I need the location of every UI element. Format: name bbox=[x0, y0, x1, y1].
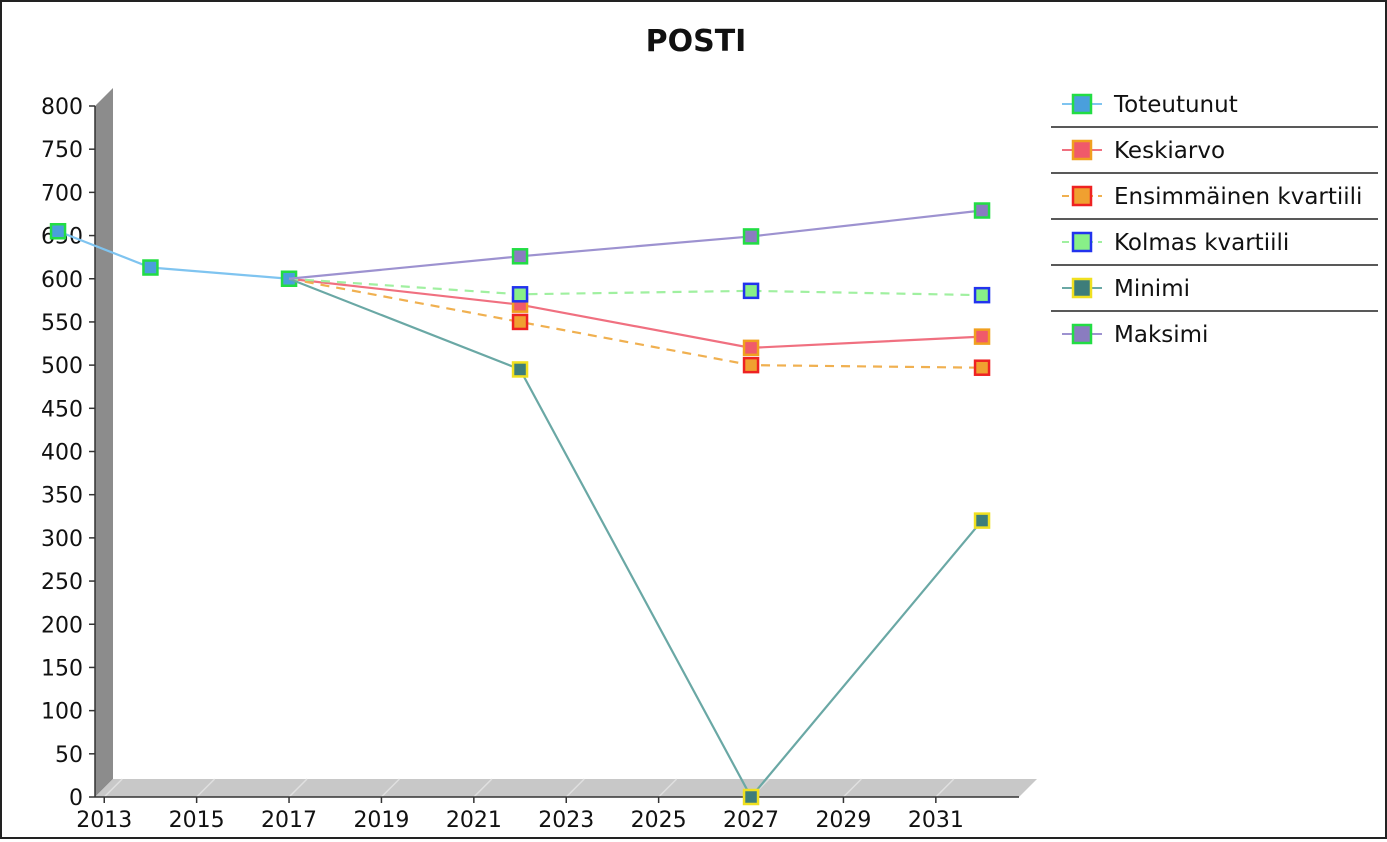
series-layer bbox=[49, 202, 991, 806]
data-point bbox=[49, 222, 67, 240]
x-tick-label: 2025 bbox=[631, 808, 687, 833]
y-tick-label: 50 bbox=[55, 743, 83, 768]
floor-grid-line bbox=[196, 778, 216, 798]
x-tick-label: 2023 bbox=[538, 808, 594, 833]
y-tick-label: 600 bbox=[41, 268, 83, 293]
left-wall bbox=[95, 88, 113, 797]
x-tick-label: 2019 bbox=[353, 808, 409, 833]
legend-label: Ensimmäinen kvartiili bbox=[1114, 184, 1362, 210]
legend-marker bbox=[1071, 231, 1093, 253]
x-tick-label: 2031 bbox=[908, 808, 964, 833]
floor-grid-line bbox=[380, 778, 400, 798]
floor-grid-line bbox=[565, 778, 585, 798]
data-point bbox=[742, 788, 760, 806]
y-tick-label: 500 bbox=[41, 354, 83, 379]
axes: 0501001502002503003504004505005506006507… bbox=[41, 95, 1019, 833]
data-point bbox=[742, 339, 760, 357]
legend-label: Keskiarvo bbox=[1114, 138, 1225, 164]
legend: Toteutunut Keskiarvo Ensimmäinen kvartiili… bbox=[1051, 92, 1378, 348]
legend-item: Kolmas kvartiili bbox=[1051, 230, 1378, 266]
data-point bbox=[973, 512, 991, 529]
floor-grid-line bbox=[288, 778, 308, 798]
data-point bbox=[511, 313, 529, 331]
series-5 bbox=[288, 202, 991, 280]
data-point bbox=[742, 228, 760, 245]
y-tick-label: 750 bbox=[41, 138, 83, 163]
x-tick-label: 2013 bbox=[76, 808, 132, 833]
y-tick-label: 300 bbox=[41, 527, 83, 552]
data-point bbox=[973, 202, 991, 219]
legend-marker bbox=[1071, 277, 1093, 299]
series-1 bbox=[288, 277, 991, 357]
y-tick-label: 150 bbox=[41, 656, 83, 681]
y-tick-label: 700 bbox=[41, 181, 83, 206]
y-tick-label: 100 bbox=[41, 700, 83, 725]
data-point bbox=[973, 359, 991, 376]
floor-grid-line bbox=[103, 778, 123, 798]
legend-item: Ensimmäinen kvartiili bbox=[1051, 184, 1378, 220]
series-line bbox=[288, 209, 983, 280]
data-point bbox=[973, 286, 991, 304]
x-tick-label: 2027 bbox=[723, 808, 779, 833]
y-tick-label: 450 bbox=[41, 397, 83, 422]
x-tick-label: 2017 bbox=[261, 808, 317, 833]
legend-label: Toteutunut bbox=[1113, 92, 1238, 118]
series-2 bbox=[288, 277, 991, 376]
legend-marker bbox=[1071, 93, 1093, 115]
y-tick-label: 0 bbox=[69, 786, 83, 811]
floor-grid-line bbox=[935, 778, 955, 798]
floor bbox=[95, 779, 1037, 797]
data-point bbox=[142, 259, 159, 276]
legend-marker bbox=[1071, 323, 1093, 345]
legend-item: Keskiarvo bbox=[1051, 138, 1378, 174]
legend-label: Maksimi bbox=[1114, 322, 1208, 348]
y-tick-label: 200 bbox=[41, 613, 83, 638]
legend-item: Toteutunut bbox=[1051, 92, 1378, 128]
series-line bbox=[57, 230, 290, 280]
floor-grid-line bbox=[473, 778, 493, 798]
legend-item: Minimi bbox=[1051, 276, 1378, 312]
series-4 bbox=[288, 277, 991, 806]
y-tick-label: 400 bbox=[41, 441, 83, 466]
floor-grid-line bbox=[658, 778, 678, 798]
legend-label: Kolmas kvartiili bbox=[1114, 230, 1289, 256]
x-tick-label: 2015 bbox=[169, 808, 225, 833]
series-line bbox=[288, 277, 983, 369]
data-point bbox=[511, 361, 529, 378]
y-tick-label: 250 bbox=[41, 570, 83, 595]
data-point bbox=[742, 282, 760, 300]
series-line bbox=[288, 277, 983, 297]
y-tick-label: 800 bbox=[41, 95, 83, 120]
series-0 bbox=[49, 222, 298, 287]
legend-marker bbox=[1071, 139, 1093, 161]
floor-grid-line bbox=[842, 778, 862, 798]
data-point bbox=[511, 286, 529, 303]
legend-marker bbox=[1071, 185, 1093, 207]
legend-item: Maksimi bbox=[1062, 322, 1208, 348]
y-tick-label: 550 bbox=[41, 311, 83, 336]
y-tick-label: 350 bbox=[41, 484, 83, 509]
data-point bbox=[742, 356, 760, 374]
x-tick-label: 2021 bbox=[446, 808, 502, 833]
x-tick-label: 2029 bbox=[815, 808, 871, 833]
plot-3d-walls bbox=[95, 88, 1037, 798]
series-line bbox=[288, 277, 983, 799]
series-3 bbox=[288, 277, 991, 304]
data-point bbox=[511, 248, 529, 265]
data-point bbox=[973, 328, 991, 345]
legend-label: Minimi bbox=[1114, 276, 1190, 302]
series-line bbox=[288, 277, 983, 349]
chart-title: POSTI bbox=[646, 24, 747, 59]
